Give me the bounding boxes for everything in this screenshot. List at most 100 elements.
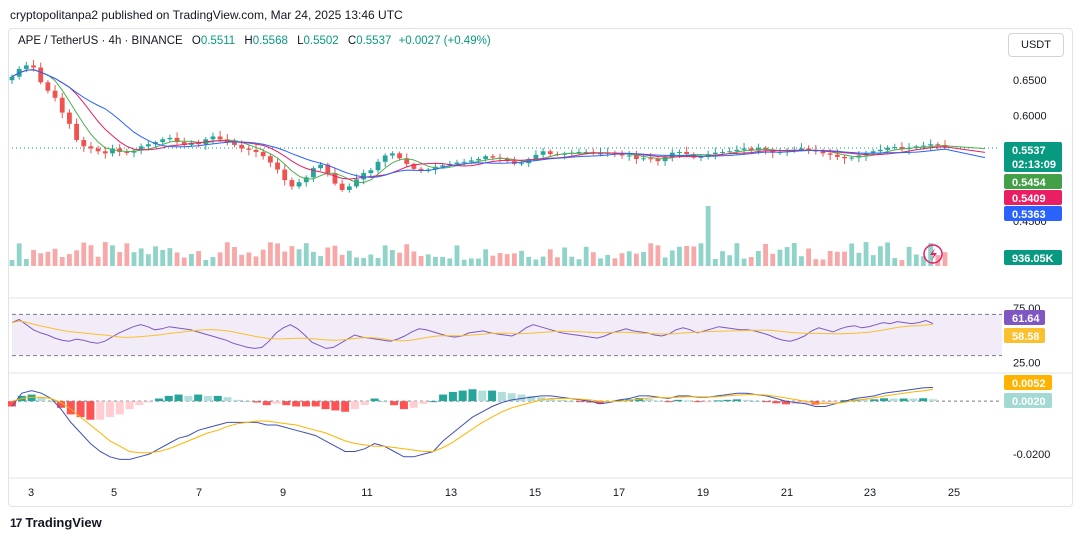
macd-histogram-bar <box>145 401 154 403</box>
candle-body <box>892 147 898 149</box>
volume-bar <box>834 251 840 266</box>
macd-histogram-bar <box>488 390 497 402</box>
signal-tag <box>1004 393 1052 408</box>
lightning-icon <box>923 244 943 264</box>
candle-body <box>913 146 919 148</box>
macd-histogram-bar <box>125 401 134 410</box>
candle-body <box>318 164 324 169</box>
volume-bar <box>232 246 237 266</box>
macd-histogram-bar <box>341 401 350 412</box>
price-tag-value: 0.5409 <box>1012 193 1046 205</box>
volume-bar <box>497 253 503 266</box>
tradingview-brand[interactable]: 17 TradingView <box>10 515 102 530</box>
candle-body <box>38 67 44 83</box>
macd-histogram-bar <box>243 401 252 403</box>
macd-histogram-bar <box>233 399 242 402</box>
macd-histogram-bar <box>184 395 193 402</box>
candle-body <box>196 142 201 145</box>
volume-bar <box>325 247 331 266</box>
macd-histogram-bar <box>840 400 849 402</box>
volume-bar <box>38 253 44 266</box>
volume-bar <box>533 259 539 266</box>
volume-bar <box>138 248 144 266</box>
volume-bar <box>95 256 101 266</box>
volume-bar <box>397 252 402 266</box>
candle-body <box>59 97 65 113</box>
macd-histogram-bar <box>909 398 918 402</box>
symbol-legend: APE / TetherUS · 4h · BINANCE O0.5511 H0… <box>18 35 491 47</box>
candle-body <box>770 149 776 153</box>
candle-body <box>102 151 108 154</box>
volume-bar <box>892 258 898 266</box>
moving-average-line <box>11 69 986 183</box>
time-axis-tick: 11 <box>361 487 372 499</box>
signal-line <box>11 388 934 454</box>
candle-body <box>440 165 446 167</box>
candle-body <box>806 148 812 151</box>
low-label: L <box>297 35 304 47</box>
macd-histogram-bar <box>478 390 487 402</box>
volume-bar <box>246 252 252 266</box>
macd-histogram-bar <box>595 401 604 404</box>
candle-body <box>404 158 410 164</box>
open-label: O <box>191 35 201 47</box>
macd-histogram-bar <box>772 401 781 404</box>
volume-bar <box>282 251 288 266</box>
volume-bar <box>296 249 302 266</box>
macd-histogram-bar <box>468 389 477 402</box>
macd-histogram-bar <box>546 398 555 402</box>
macd-axis-tick: -0.0200 <box>1013 449 1050 461</box>
candle-body <box>741 148 747 150</box>
macd-histogram-bar <box>56 401 65 408</box>
candle-body <box>411 163 417 169</box>
high-label: H <box>244 35 253 47</box>
currency-button[interactable]: USDT <box>1008 33 1064 57</box>
macd-histogram-bar <box>782 401 791 405</box>
macd-histogram-bar <box>742 399 751 402</box>
volume-bar <box>454 245 460 266</box>
macd-histogram-bar <box>76 401 85 418</box>
candle-body <box>267 156 273 163</box>
macd-histogram-bar <box>762 401 771 403</box>
rsi-ma-line <box>11 320 934 342</box>
symbol-title[interactable]: APE / TetherUS · 4h · BINANCE <box>18 35 183 47</box>
price-tag-value: 0.5363 <box>1012 209 1046 221</box>
macd-histogram-bar <box>429 401 438 403</box>
volume-bar <box>31 249 36 266</box>
volume-bar <box>224 242 230 266</box>
candle-body <box>928 144 934 146</box>
candle-body <box>382 155 388 162</box>
candle-body <box>153 142 158 145</box>
macd-histogram-bar <box>213 395 222 402</box>
macd-histogram-bar <box>664 401 673 403</box>
candle-body <box>397 153 402 159</box>
volume-bar <box>440 256 446 266</box>
volume-bar <box>45 251 51 266</box>
volume-bar <box>569 256 575 266</box>
volume-bar <box>318 256 324 266</box>
candle-body <box>253 149 259 152</box>
macd-histogram-bar <box>154 398 163 402</box>
volume-bar <box>203 259 209 266</box>
volume-bar <box>468 258 474 266</box>
candle-body <box>145 144 151 147</box>
signal-tag-value: 0.0020 <box>1012 396 1046 408</box>
change-value: +0.0027 (+0.49%) <box>398 35 491 47</box>
candle-body <box>346 186 352 190</box>
candle-body <box>813 150 819 152</box>
volume-bar <box>504 254 510 266</box>
volume-bar <box>691 246 697 266</box>
volume-bar <box>870 255 876 266</box>
candle-body <box>9 76 15 81</box>
macd-histogram-bar <box>615 399 624 402</box>
macd-histogram-bar <box>527 395 536 402</box>
volume-bar <box>9 260 15 266</box>
macd-histogram-bar <box>693 401 702 403</box>
candle-body <box>74 123 79 140</box>
candle-body <box>454 162 460 164</box>
time-axis-tick: 9 <box>280 487 286 499</box>
volume-bar <box>684 245 690 266</box>
candle-body <box>633 155 639 159</box>
macd-histogram-bar <box>880 398 889 402</box>
